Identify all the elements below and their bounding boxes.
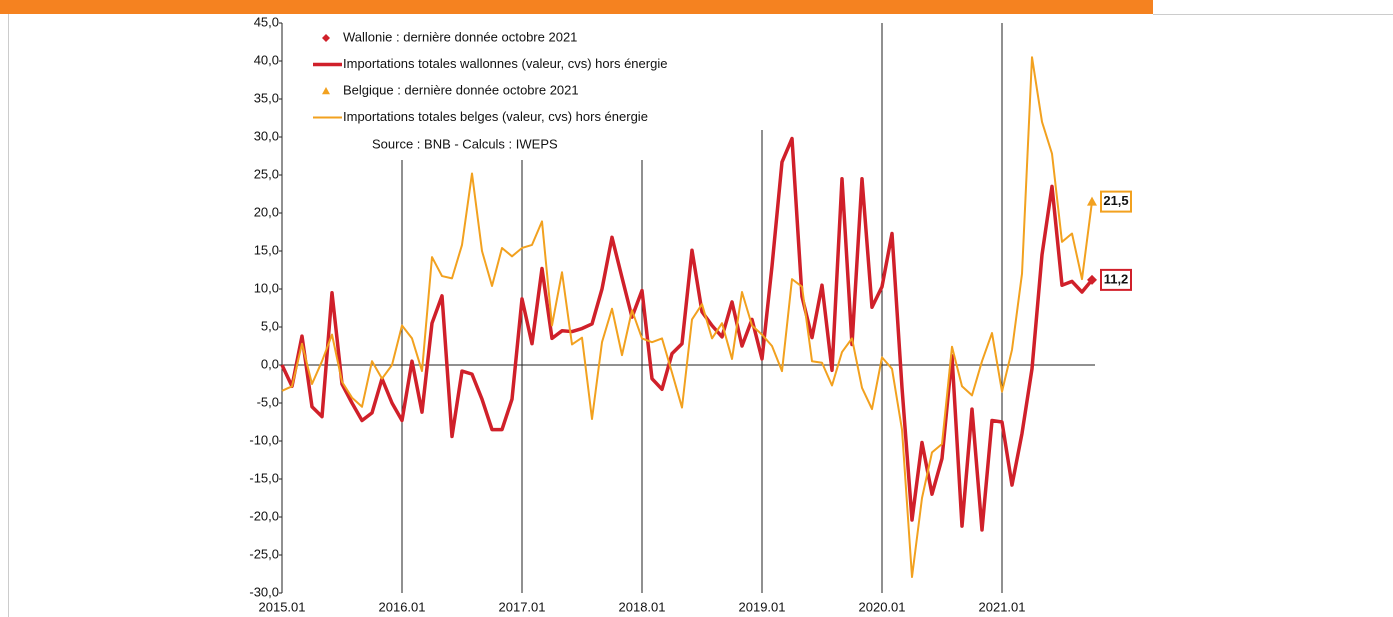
- y-tick-label: 0,0: [261, 356, 279, 371]
- y-tick-label: -10,0: [249, 432, 279, 447]
- y-tick-label: -15,0: [249, 470, 279, 485]
- y-tick-label: 35,0: [254, 90, 279, 105]
- x-tick-label: 2021.01: [979, 599, 1026, 614]
- legend-label: Importations totales wallonnes (valeur, …: [343, 56, 667, 71]
- last-point-marker: [1087, 274, 1097, 285]
- x-tick-label: 2016.01: [379, 599, 426, 614]
- x-tick-label: 2018.01: [619, 599, 666, 614]
- series-line: [280, 136, 1094, 532]
- value-label-box: [1100, 268, 1132, 291]
- x-tick-label: 2015.01: [259, 599, 306, 614]
- y-tick-label: 15,0: [254, 242, 279, 257]
- series-line: [281, 56, 1093, 579]
- source-note: Source : BNB - Calculs : IWEPS: [372, 136, 558, 151]
- legend-marker: [322, 87, 330, 95]
- legend-label: Wallonie : dernière donnée octobre 2021: [343, 29, 577, 44]
- y-tick-label: 5,0: [261, 318, 279, 333]
- value-label: 21,5: [1103, 193, 1128, 208]
- last-point-marker: [1087, 196, 1097, 206]
- header-bar: [0, 0, 1153, 14]
- y-tick-label: 20,0: [254, 204, 279, 219]
- legend-label: Belgique : dernière donnée octobre 2021: [343, 82, 579, 97]
- y-tick-label: 30,0: [254, 128, 279, 143]
- y-tick-label: 45,0: [254, 14, 279, 29]
- value-label: 11,2: [1104, 271, 1129, 286]
- y-tick-label: -30,0: [249, 584, 279, 599]
- legend-marker: [322, 34, 330, 42]
- x-tick-label: 2020.01: [859, 599, 906, 614]
- x-tick-label: 2017.01: [499, 599, 546, 614]
- y-tick-label: -20,0: [249, 508, 279, 523]
- y-tick-label: -25,0: [249, 546, 279, 561]
- y-tick-label: 10,0: [254, 280, 279, 295]
- y-tick-label: 40,0: [254, 52, 279, 67]
- x-tick-label: 2019.01: [739, 599, 786, 614]
- y-tick-label: 25,0: [254, 166, 279, 181]
- legend-label: Importations totales belges (valeur, cvs…: [343, 109, 648, 124]
- y-tick-label: -5,0: [257, 394, 279, 409]
- value-label-box: [1100, 190, 1132, 213]
